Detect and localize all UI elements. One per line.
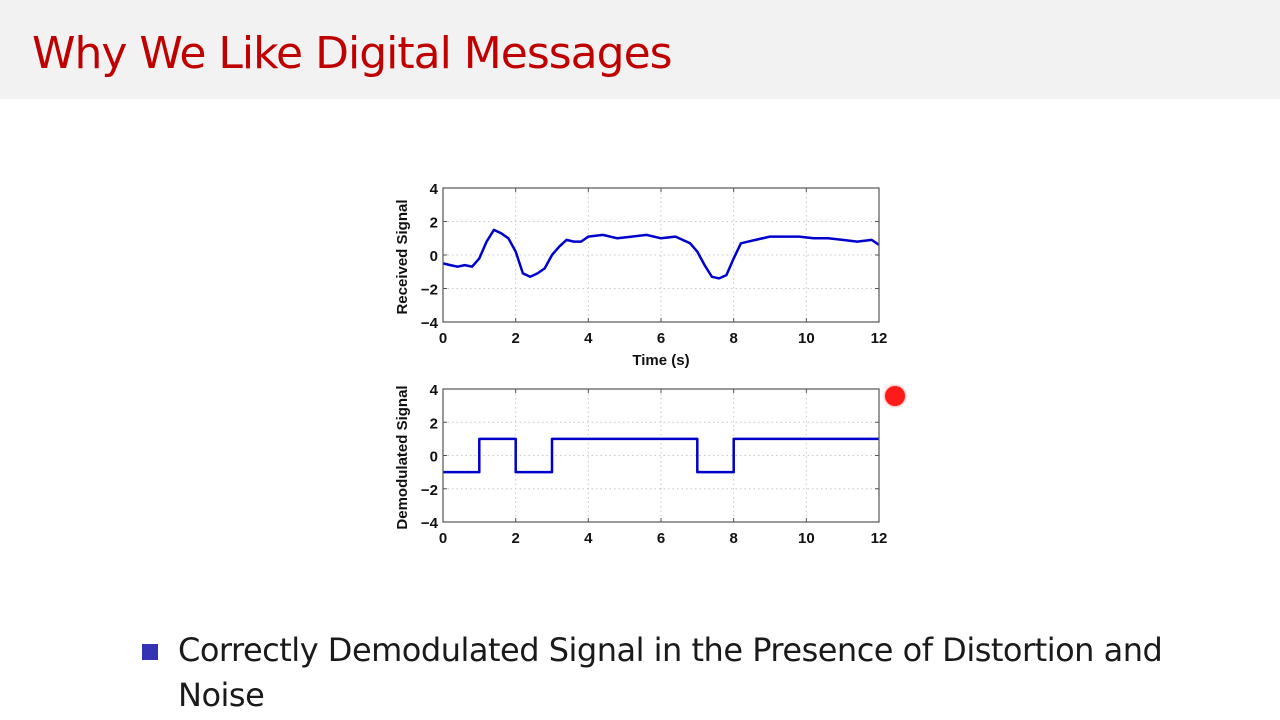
y-axis-label: Demodulated Signal [394, 385, 411, 529]
y-tick-label: 0 [430, 248, 438, 265]
y-tick-label: −2 [421, 282, 438, 299]
y-tick-label: 0 [430, 449, 438, 466]
y-tick-label: −4 [421, 315, 439, 332]
x-tick-label: 0 [439, 530, 447, 547]
bullet-text: Correctly Demodulated Signal in the Pres… [178, 631, 1163, 714]
y-tick-label: 2 [430, 215, 438, 232]
x-tick-label: 2 [511, 330, 519, 347]
y-axis-label: Received Signal [394, 199, 411, 314]
y-tick-label: −2 [421, 482, 438, 499]
x-tick-label: 6 [657, 530, 665, 547]
slide-title: Why We Like Digital Messages [32, 28, 673, 79]
x-axis-label: Time (s) [632, 352, 689, 369]
x-tick-label: 8 [729, 530, 737, 547]
x-tick-label: 8 [729, 330, 737, 347]
x-tick-label: 0 [439, 330, 447, 347]
x-tick-label: 10 [798, 530, 815, 547]
laser-pointer-dot [885, 386, 905, 406]
y-tick-label: −4 [421, 515, 439, 532]
y-tick-label: 4 [430, 181, 439, 198]
data-line [443, 437, 879, 474]
x-tick-label: 10 [798, 330, 815, 347]
x-tick-label: 12 [871, 330, 888, 347]
bullet-square-icon [142, 644, 158, 660]
received-signal-chart: 0 2 4 6 8 10 12 4 2 0 −2 −4 Time (s) Received Signal [394, 181, 887, 369]
x-tick-label: 4 [584, 530, 593, 547]
x-tick-label: 6 [657, 330, 665, 347]
y-tick-label: 2 [430, 415, 438, 432]
slide-header: Why We Like Digital Messages [0, 0, 1280, 99]
data-line [442, 228, 880, 280]
y-tick-label: 4 [430, 382, 439, 399]
x-tick-label: 4 [584, 330, 593, 347]
x-tick-label: 2 [511, 530, 519, 547]
demodulated-signal-chart: 0 2 4 6 8 10 12 4 2 0 −2 −4 Demodulated Signal [394, 382, 887, 547]
x-tick-label: 12 [871, 530, 888, 547]
